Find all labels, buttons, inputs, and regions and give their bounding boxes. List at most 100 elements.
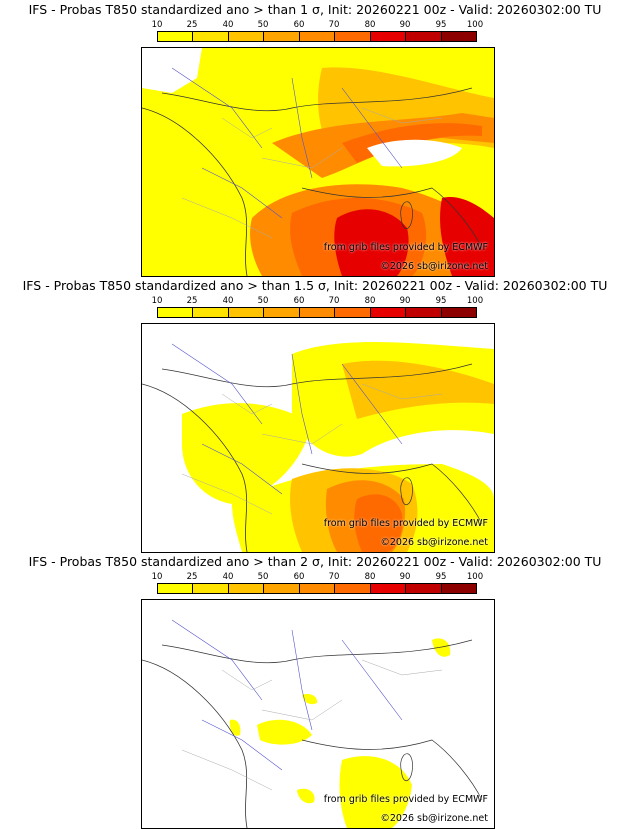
legend-tick: 95 xyxy=(435,572,447,582)
legend-tick: 50 xyxy=(257,296,269,306)
legend-tick: 50 xyxy=(257,20,269,30)
legend-tick: 95 xyxy=(435,20,447,30)
legend-colorbar xyxy=(157,307,477,318)
panel-title: IFS - Probas T850 standardized ano > tha… xyxy=(28,554,602,569)
rivers xyxy=(171,343,403,495)
color-legend: 10 25 40 50 60 70 80 90 95 100 xyxy=(152,572,484,596)
coastline xyxy=(142,107,248,276)
legend-swatch xyxy=(264,308,300,317)
legend-tick: 50 xyxy=(257,572,269,582)
probability-map: from grib files provided by ECMWF ©2026 … xyxy=(141,599,495,829)
legend-tick: 25 xyxy=(186,296,198,306)
rivers xyxy=(171,619,403,771)
legend-tick: 70 xyxy=(328,20,340,30)
color-legend: 10 25 40 50 60 70 80 90 95 100 xyxy=(152,296,483,320)
legend-swatch xyxy=(193,32,229,41)
legend-tick: 40 xyxy=(222,572,234,582)
probability-field-10-east xyxy=(432,638,451,657)
source-credit: from grib files provided by ECMWF xyxy=(323,242,488,253)
coastline-north xyxy=(161,87,473,112)
coastline-mediterranean xyxy=(301,739,483,801)
map-svg xyxy=(142,324,494,552)
legend-swatch xyxy=(441,308,476,317)
legend-swatch xyxy=(264,584,300,593)
legend-tick: 95 xyxy=(435,296,447,306)
legend-swatch xyxy=(370,308,407,317)
legend-swatch xyxy=(441,32,476,41)
legend-tick: 40 xyxy=(222,20,234,30)
map-svg xyxy=(142,600,494,828)
legend-swatch xyxy=(406,308,442,317)
legend-tick: 70 xyxy=(328,572,340,582)
low-probability-area xyxy=(142,48,202,93)
coastline-mediterranean xyxy=(301,463,483,525)
map-panel-2-sigma: IFS - Probas T850 standardized ano > tha… xyxy=(0,552,630,829)
corsica-outline xyxy=(400,753,413,781)
source-credit: from grib files provided by ECMWF xyxy=(323,794,488,805)
probability-field-10-sea xyxy=(297,788,315,804)
probability-field-10-south xyxy=(339,756,412,828)
legend-tick: 60 xyxy=(293,572,305,582)
legend-swatch xyxy=(406,584,442,593)
copyright: ©2026 sb@irizone.net xyxy=(380,261,488,272)
legend-tick: 80 xyxy=(364,572,376,582)
corsica-outline xyxy=(400,201,413,229)
probability-field-40 xyxy=(342,360,494,419)
legend-tick: 80 xyxy=(364,296,376,306)
coastline-mediterranean xyxy=(301,187,483,249)
panel-title: IFS - Probas T850 standardized ano > tha… xyxy=(22,278,608,293)
legend-tick: 10 xyxy=(151,572,163,582)
probability-field-80-south xyxy=(334,209,409,276)
legend-swatch xyxy=(335,308,371,317)
legend-ticks: 10 25 40 50 60 70 80 90 95 100 xyxy=(152,572,484,582)
legend-swatch xyxy=(228,308,265,317)
legend-tick: 90 xyxy=(399,296,411,306)
legend-swatch xyxy=(370,32,407,41)
legend-swatch xyxy=(193,584,229,593)
legend-swatch xyxy=(228,32,265,41)
coastline xyxy=(142,383,248,552)
legend-tick: 25 xyxy=(186,20,198,30)
legend-tick: 90 xyxy=(399,572,411,582)
legend-swatch xyxy=(299,32,336,41)
probability-map: from grib files provided by ECMWF ©2026 … xyxy=(141,323,495,553)
legend-swatch xyxy=(158,32,194,41)
coastline-north xyxy=(161,639,473,664)
legend-tick: 90 xyxy=(399,20,411,30)
legend-swatch xyxy=(158,584,194,593)
legend-tick: 100 xyxy=(466,296,484,306)
legend-tick: 60 xyxy=(293,296,305,306)
legend-swatch xyxy=(335,584,371,593)
legend-tick: 100 xyxy=(466,572,484,582)
legend-swatch xyxy=(193,308,229,317)
legend-swatch xyxy=(335,32,371,41)
legend-swatch xyxy=(406,32,442,41)
copyright: ©2026 sb@irizone.net xyxy=(380,813,488,824)
borders xyxy=(181,383,443,515)
legend-swatch xyxy=(228,584,265,593)
legend-swatch xyxy=(264,32,300,41)
map-svg xyxy=(142,48,494,276)
probability-field-10-small xyxy=(302,693,318,705)
legend-swatch xyxy=(299,584,336,593)
legend-swatch xyxy=(158,308,194,317)
legend-swatch xyxy=(441,584,476,593)
coastline xyxy=(142,659,248,828)
map-panel-1-sigma: IFS - Probas T850 standardized ano > tha… xyxy=(0,0,630,277)
legend-colorbar xyxy=(157,583,477,594)
probability-field-10-coast xyxy=(229,719,241,736)
legend-colorbar xyxy=(157,31,477,42)
legend-swatch xyxy=(299,308,336,317)
panel-title: IFS - Probas T850 standardized ano > tha… xyxy=(28,2,602,17)
legend-tick: 100 xyxy=(466,20,484,30)
legend-tick: 70 xyxy=(328,296,340,306)
legend-tick: 80 xyxy=(364,20,376,30)
legend-tick: 10 xyxy=(151,296,163,306)
color-legend: 10 25 40 50 60 70 80 90 95 100 xyxy=(152,20,483,44)
probability-field-10-west xyxy=(182,403,312,504)
legend-swatch xyxy=(370,584,407,593)
legend-tick: 60 xyxy=(293,20,305,30)
copyright: ©2026 sb@irizone.net xyxy=(380,537,488,548)
probability-field-80-east xyxy=(440,197,494,276)
coastline-north xyxy=(161,363,473,388)
